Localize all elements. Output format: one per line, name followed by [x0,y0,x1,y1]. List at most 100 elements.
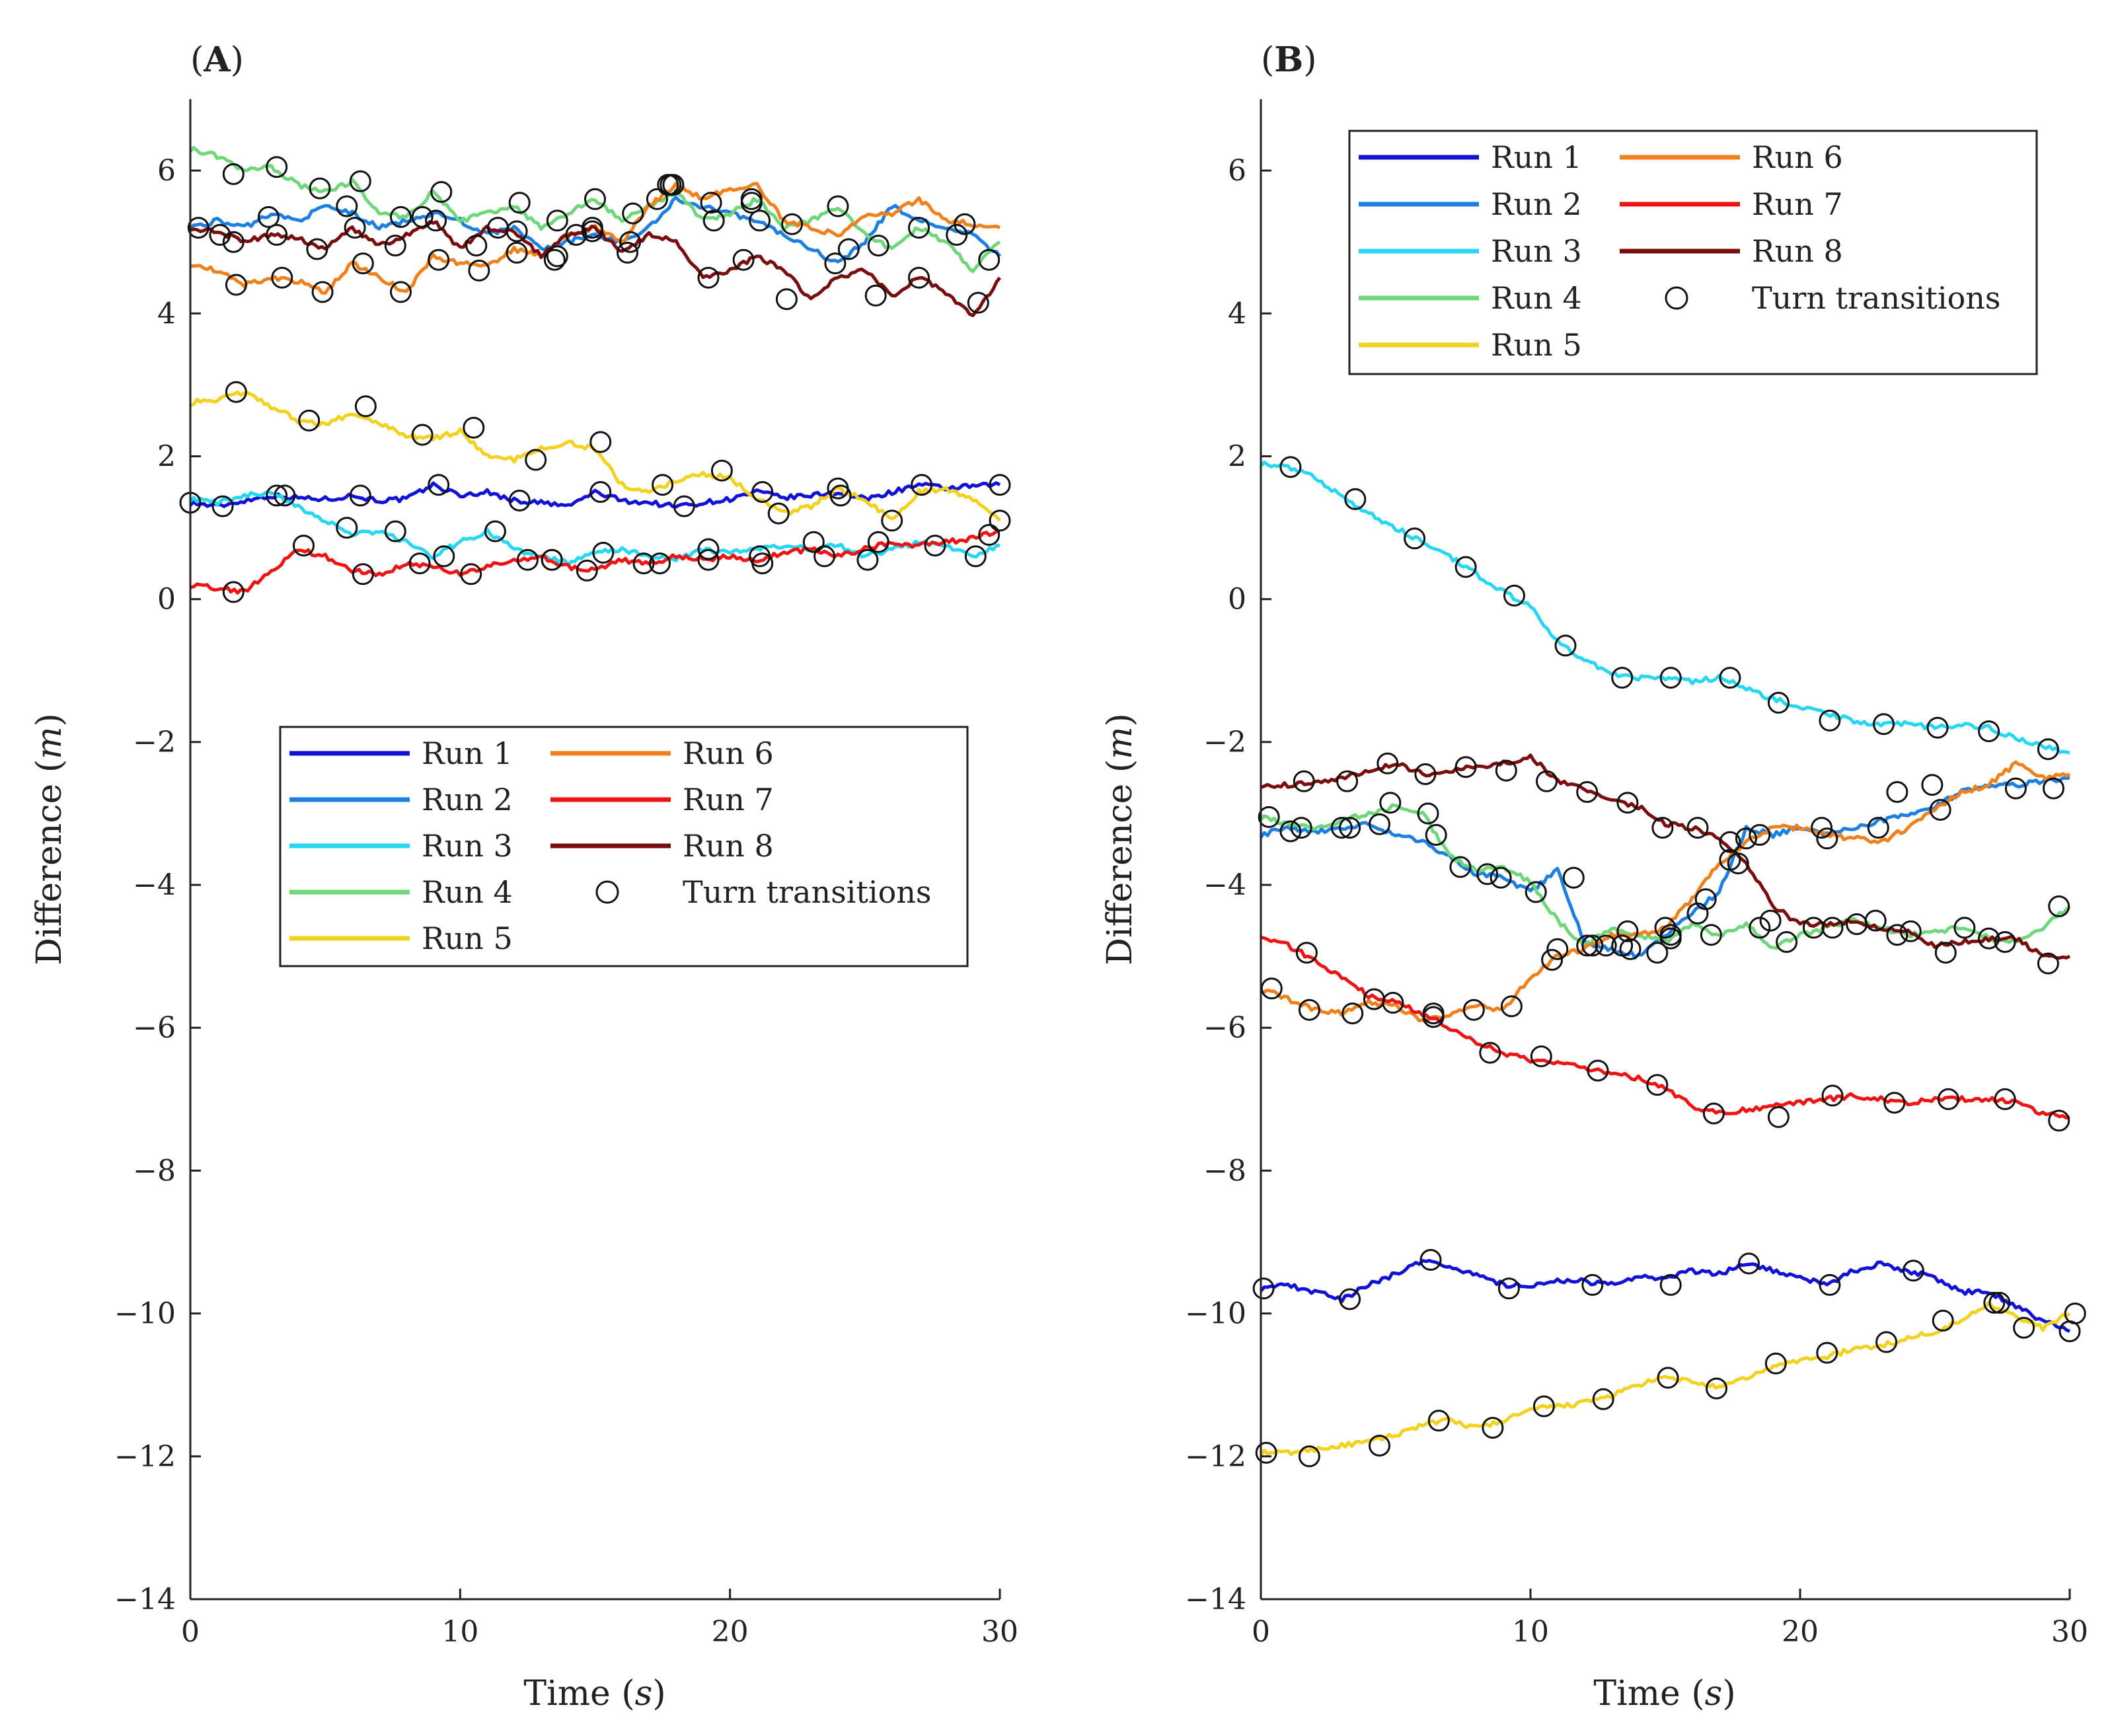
panel-b-turn-marker [1581,1273,1604,1296]
panel-b-turn-marker [1462,999,1485,1021]
panel-a-turn-marker [349,170,371,192]
panel-a-turn-marker [225,274,247,296]
panel-b-turn-marker [1926,716,1949,739]
panel-a-series-run-8 [190,220,1001,317]
panel-a-turn-marker [697,266,720,289]
panel-a-turn-marker [632,552,655,575]
panel-b-legend-label: Turn transitions [1752,280,2001,316]
panel-a-turn-marker [827,477,849,500]
panel-a-legend-label: Run 4 [422,874,513,910]
panel-b-turn-marker [1694,888,1717,911]
panel-b-series-run-5 [1259,1301,2071,1456]
panel-a-y-tick-label: −4 [133,868,176,902]
panel-a-turn-marker [309,177,331,200]
panel-b-x-tick-label: 0 [1252,1615,1270,1649]
panel-a-turn-marker [657,174,679,196]
panel-b-turn-marker [1883,1092,1906,1114]
panel-b-turn-marker [1659,927,1682,950]
panel-b-turn-marker [1252,1277,1275,1300]
panel-a-turn-marker [516,548,539,571]
panel-b-turn-marker [1449,856,1472,878]
panel-a-turn-marker [652,474,674,496]
panel-a-series-run-7 [190,529,1000,595]
panel-b-turn-marker [2043,777,2064,800]
panel-a-turn-marker [298,409,321,432]
panel-a-turn-marker [697,548,720,571]
panel-a-turn-marker [352,252,374,275]
panel-a-y-tick-label: −8 [133,1154,176,1188]
panel-a-turn-marker [546,245,568,268]
panel-b-turn-marker [2004,777,2027,800]
panel-b-turn-marker [1886,924,1908,946]
panel-b-turn-marker [1749,823,1771,846]
panel-a-y-tick-label: −12 [114,1440,176,1474]
panel-a-turn-marker [336,195,358,217]
panel-b-turn-marker [2037,738,2059,761]
panel-a-turn-marker [266,156,288,178]
panel-b-y-tick-label: 6 [1228,154,1246,188]
panel-b-turn-marker [1525,881,1547,903]
panel-a-turn-marker [349,484,371,507]
panel-b-turn-marker [1873,713,1895,736]
panel-b-turn-marker [1651,817,1674,839]
panel-a-turn-marker [710,459,733,482]
panel-b-turn-marker [1819,1273,1841,1296]
panel-a-y-tick-label: −10 [114,1297,176,1331]
panel-b-turn-marker [1816,1341,1838,1364]
panel-b-turn-marker [1279,820,1302,843]
panel-b-turn-marker [1482,1417,1504,1439]
panel-b-turn-marker [1339,817,1361,839]
panel-b-turn-marker [1764,1352,1787,1375]
panel-b-series-run-4 [1260,803,2071,950]
panel-a-x-tick-label: 0 [181,1615,200,1649]
panel-a-turn-marker [266,223,288,246]
panel-a-turn-marker [967,291,989,314]
panel-b-xlabel: Time (s) [1593,1674,1735,1714]
panel-a-turn-marker [525,449,547,471]
panel-a-turn-marker [989,509,1011,532]
panel-b-y-tick-label: −4 [1203,868,1246,902]
panel-b-turn-marker [1427,1410,1450,1432]
panel-a-turn-marker [408,552,431,575]
panel-a-turn-marker [964,545,987,568]
panel-a-turn-marker [390,206,412,228]
panel-b-turn-marker [1587,1059,1609,1082]
panel-b-turn-marker [2048,895,2070,917]
panel-b-turn-marker [1616,792,1639,814]
panel-b-turn-marker [1576,934,1599,957]
panel-a-turn-marker [411,424,434,446]
panel-b-turn-marker [1994,1088,2016,1110]
panel-a-turn-marker [827,195,849,217]
panel-a-turn-marker [908,266,930,289]
panel-a-turn-marker [978,523,1000,546]
panel-b-turn-marker [1546,938,1569,960]
panel-b-turn-marker [1377,752,1399,774]
panel-b-series-run-3 [1260,460,2070,755]
panel-a-turn-marker [837,238,860,260]
panel-a-turn-marker [225,381,247,403]
panel-b-turn-marker [1422,1002,1445,1025]
panel-b-turn-marker [1702,1102,1725,1125]
panel-b-legend-label: Run 2 [1491,186,1582,222]
panel-a-turn-marker [813,545,836,568]
panel-a-turn-marker [546,209,568,232]
panel-b-turn-marker [1419,1249,1442,1271]
panel-b-turn-marker [1298,999,1320,1021]
panel-b-turn-marker [1490,866,1512,889]
panel-b-turn-marker [1255,1441,1277,1464]
panel-a-turn-marker [867,235,889,257]
panel-a-turn-marker [508,490,531,511]
panel-a-turn-marker [673,495,695,517]
panel-a-y-tick-label: 4 [157,297,176,330]
panel-a-turn-marker [989,474,1011,496]
panel-a-turn-marker [751,552,774,575]
panel-a-ylabel: Difference (m) [30,713,69,965]
panel-b-turn-marker [1921,774,1944,796]
panel-a-turn-marker [384,520,406,543]
panel-b-turn-marker [1659,1273,1682,1296]
panel-b-legend-label: Run 1 [1491,139,1582,175]
panel-a-turn-marker [508,192,531,214]
panel-a-label: (A) [190,40,244,80]
panel-b-turn-marker [1341,1002,1364,1025]
